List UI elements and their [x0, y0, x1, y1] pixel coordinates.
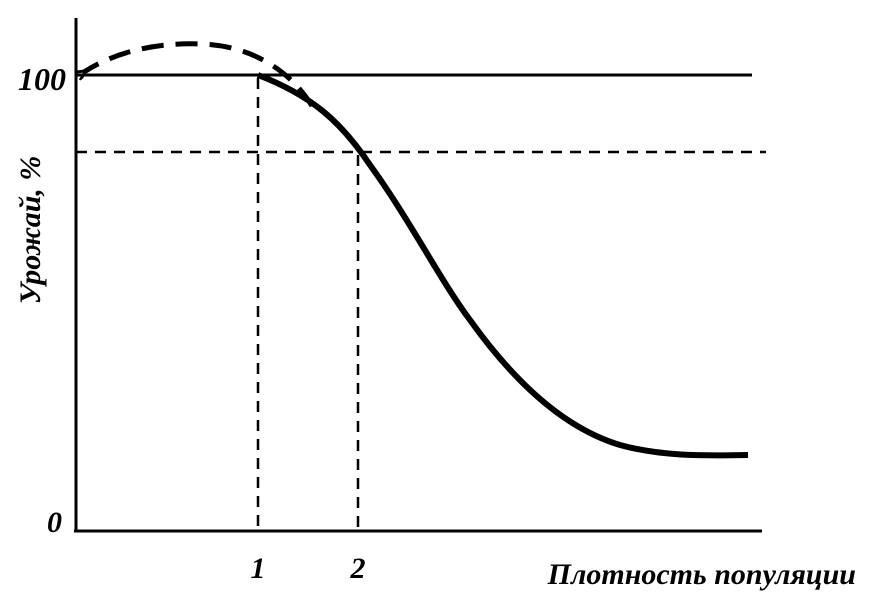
y-axis-label: Урожай, % — [14, 156, 47, 305]
x-tick-label: 1 — [251, 552, 266, 585]
y-tick-label: 0 — [47, 506, 62, 539]
axes — [74, 18, 762, 533]
x-axis-label: Плотность популяции — [547, 558, 856, 591]
x-tick-label: 2 — [350, 552, 366, 585]
compensation-curve — [84, 41, 315, 108]
yield-curve — [256, 72, 749, 459]
guides — [76, 78, 766, 531]
y-tick-label: 100 — [18, 61, 66, 97]
